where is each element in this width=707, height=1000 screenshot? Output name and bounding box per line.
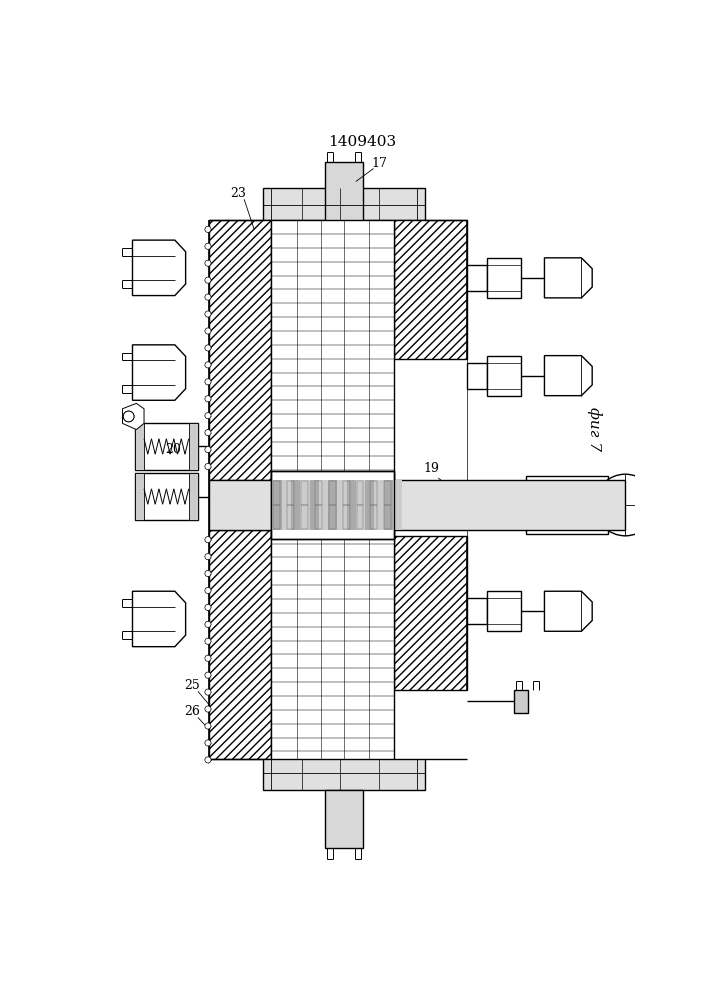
Circle shape xyxy=(205,537,211,543)
Polygon shape xyxy=(383,480,393,530)
Circle shape xyxy=(205,463,211,470)
Text: 23: 23 xyxy=(230,187,246,200)
Circle shape xyxy=(205,757,211,763)
Polygon shape xyxy=(209,220,271,480)
Bar xyxy=(135,473,144,520)
Circle shape xyxy=(595,474,656,536)
Polygon shape xyxy=(544,356,592,396)
Polygon shape xyxy=(393,480,402,530)
Bar xyxy=(325,162,363,230)
Bar xyxy=(189,473,198,520)
Circle shape xyxy=(205,621,211,627)
Circle shape xyxy=(205,723,211,729)
Polygon shape xyxy=(374,480,383,530)
Circle shape xyxy=(205,570,211,577)
Bar xyxy=(486,258,521,298)
Text: 17: 17 xyxy=(372,157,387,170)
Polygon shape xyxy=(132,345,186,400)
Circle shape xyxy=(205,638,211,644)
Circle shape xyxy=(205,554,211,560)
Bar xyxy=(189,423,198,470)
Bar xyxy=(209,480,625,530)
Polygon shape xyxy=(544,591,592,631)
Text: 20: 20 xyxy=(165,443,181,456)
Bar xyxy=(271,530,395,761)
Polygon shape xyxy=(337,480,346,530)
Text: фиг 7: фиг 7 xyxy=(587,407,602,452)
Circle shape xyxy=(205,655,211,661)
Bar xyxy=(135,423,144,470)
Polygon shape xyxy=(271,471,395,539)
Circle shape xyxy=(205,396,211,402)
Text: 25: 25 xyxy=(184,679,199,692)
Polygon shape xyxy=(365,480,374,530)
Circle shape xyxy=(205,689,211,695)
Circle shape xyxy=(205,587,211,594)
Bar xyxy=(512,491,526,519)
Circle shape xyxy=(205,277,211,283)
Polygon shape xyxy=(395,220,467,359)
Polygon shape xyxy=(273,480,282,530)
Circle shape xyxy=(205,413,211,419)
Bar xyxy=(486,591,521,631)
Circle shape xyxy=(205,294,211,300)
Circle shape xyxy=(205,706,211,712)
Circle shape xyxy=(205,362,211,368)
Bar xyxy=(526,476,607,534)
Polygon shape xyxy=(132,240,186,296)
Polygon shape xyxy=(346,480,356,530)
Circle shape xyxy=(205,446,211,453)
Circle shape xyxy=(205,328,211,334)
Polygon shape xyxy=(122,403,144,430)
Polygon shape xyxy=(132,591,186,647)
Polygon shape xyxy=(544,258,592,298)
Circle shape xyxy=(205,345,211,351)
Circle shape xyxy=(205,740,211,746)
Polygon shape xyxy=(310,480,319,530)
Bar xyxy=(467,598,486,624)
Circle shape xyxy=(205,226,211,232)
Circle shape xyxy=(123,411,134,422)
Text: 1409403: 1409403 xyxy=(328,135,396,149)
Polygon shape xyxy=(264,188,425,220)
Bar xyxy=(514,690,527,713)
Polygon shape xyxy=(319,480,328,530)
Bar xyxy=(135,423,198,470)
Polygon shape xyxy=(282,480,291,530)
Circle shape xyxy=(205,604,211,610)
Circle shape xyxy=(205,379,211,385)
Circle shape xyxy=(205,243,211,249)
Polygon shape xyxy=(395,536,467,690)
Circle shape xyxy=(205,672,211,678)
Polygon shape xyxy=(356,480,365,530)
Bar xyxy=(467,265,486,291)
Circle shape xyxy=(205,311,211,317)
Circle shape xyxy=(205,430,211,436)
Circle shape xyxy=(205,260,211,266)
Bar xyxy=(486,356,521,396)
Bar xyxy=(271,220,395,480)
Polygon shape xyxy=(328,480,337,530)
Bar xyxy=(135,473,198,520)
Text: 19: 19 xyxy=(423,462,439,475)
Polygon shape xyxy=(291,480,300,530)
Polygon shape xyxy=(300,480,310,530)
Bar xyxy=(467,363,486,389)
Bar xyxy=(325,790,363,848)
Text: 26: 26 xyxy=(184,705,199,718)
Polygon shape xyxy=(209,530,271,759)
Polygon shape xyxy=(264,759,425,790)
